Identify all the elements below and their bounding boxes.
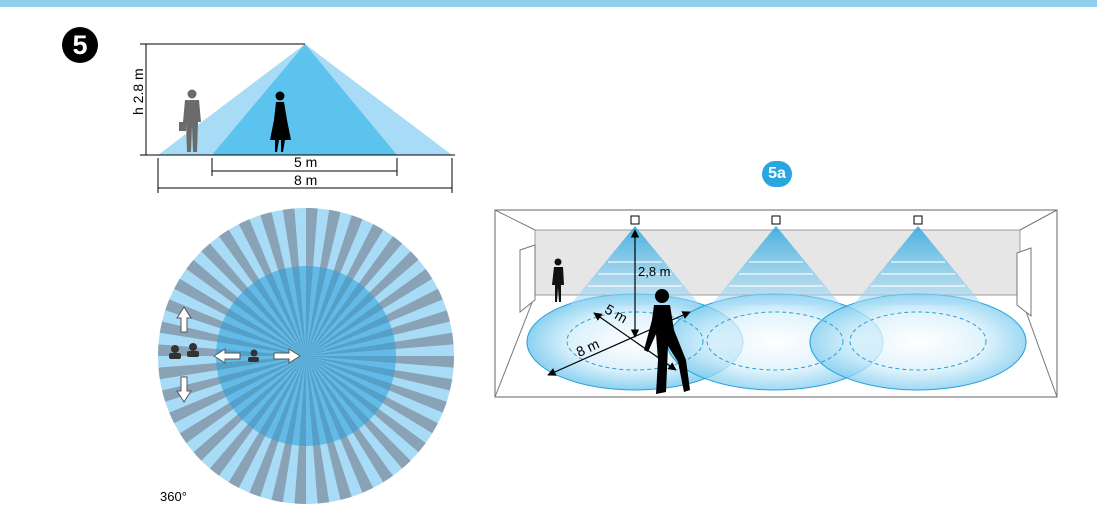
sensor-3-icon bbox=[913, 215, 923, 225]
right-door bbox=[1016, 247, 1032, 318]
sensor-2-icon bbox=[771, 215, 781, 225]
person-far-silhouette bbox=[552, 258, 564, 302]
sensor-cone-3 bbox=[853, 226, 983, 305]
approach-arrows bbox=[176, 306, 301, 403]
woman-silhouette bbox=[270, 91, 291, 152]
inner-width-label: 5 m bbox=[294, 154, 317, 170]
arrow-left-icon bbox=[213, 348, 241, 364]
left-door bbox=[519, 244, 536, 314]
coverage-zone-3 bbox=[809, 293, 1027, 391]
outer-width-label: 8 m bbox=[294, 172, 317, 188]
room-view: 2,8 m 5 m 8 m bbox=[494, 209, 1058, 398]
arrow-right-icon bbox=[273, 348, 301, 364]
top-view bbox=[158, 208, 454, 504]
side-view: h 2.8 m 5 m 8 m bbox=[130, 43, 455, 193]
subfigure-label-badge: 5a bbox=[762, 161, 792, 187]
inner-detection-cone bbox=[212, 44, 397, 155]
height-label: h 2.8 m bbox=[130, 68, 146, 115]
inner-coverage-circle bbox=[216, 266, 396, 446]
arrow-up-icon bbox=[176, 306, 192, 333]
arrow-down-icon bbox=[176, 376, 192, 403]
sensor-1-icon bbox=[630, 215, 640, 225]
man-silhouette bbox=[179, 89, 201, 152]
person-walking-silhouette bbox=[644, 289, 690, 394]
angle-caption: 360° bbox=[160, 489, 187, 504]
figure-number-badge: 5 bbox=[62, 27, 98, 63]
sensor-cone-2 bbox=[711, 226, 841, 305]
room-height-label: 2,8 m bbox=[638, 264, 671, 279]
people-top-view-icon bbox=[169, 343, 259, 362]
top-accent-bar bbox=[0, 0, 1097, 7]
